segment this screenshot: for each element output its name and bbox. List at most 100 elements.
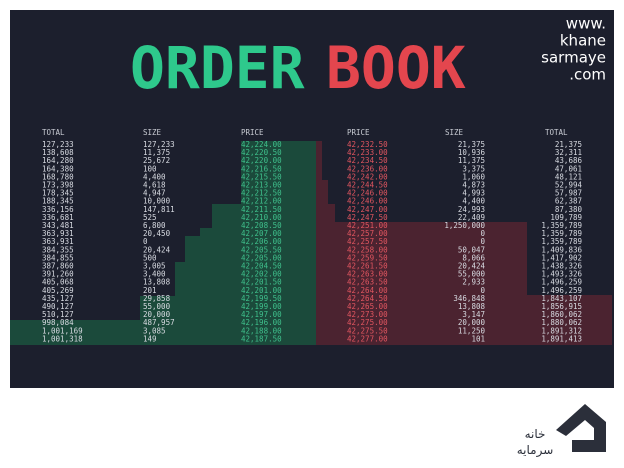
ask-cell: 1,438,326 (541, 262, 582, 271)
ask-cell: 21,375 (555, 140, 582, 149)
bid-cell: 42,201.00 (241, 286, 282, 295)
bid-cell: 42,220.50 (241, 148, 282, 157)
ask-cell: 42,275.00 (347, 318, 388, 327)
ask-cell: 1,409,836 (541, 245, 582, 254)
bid-cell: 4,618 (143, 181, 166, 190)
ask-cell: 0 (480, 286, 485, 295)
bid-cell: 188,345 (42, 197, 74, 206)
ask-cell: 8,066 (462, 253, 485, 262)
ask-cell: 42,236.00 (347, 164, 388, 173)
bid-cell: 42,213.00 (241, 181, 282, 190)
bid-cell: 3,005 (143, 262, 166, 271)
bid-cell: 178,345 (42, 189, 74, 198)
site-line: khane (560, 32, 606, 50)
bid-cell: 127,233 (42, 140, 74, 149)
ask-cell: 3,147 (462, 310, 485, 319)
bid-cell: 42,202.00 (241, 270, 282, 279)
bid-cell: 336,681 (42, 213, 74, 222)
ask-cell: 1,496,259 (541, 278, 582, 287)
bid-cell: 42,207.00 (241, 229, 282, 238)
bid-cell: 20,450 (143, 229, 171, 238)
bid-depth (10, 141, 316, 345)
ask-cell: 11,375 (458, 156, 485, 165)
ask-cell: 42,246.00 (347, 189, 388, 198)
bid-cell: 998,084 (42, 318, 74, 327)
ask-cell: 42,263.50 (347, 278, 388, 287)
bid-cell: 138,608 (42, 148, 74, 157)
bid-cell: 10,000 (143, 197, 171, 206)
ask-cell: 4,993 (462, 189, 485, 198)
ask-depth (316, 141, 612, 345)
bid-cell: 387,860 (42, 262, 74, 271)
ask-cell: 1,250,000 (444, 221, 485, 230)
bid-cell: 20,000 (143, 310, 171, 319)
ask-cell: 1,496,259 (541, 286, 582, 295)
site-line: sarmaye (541, 49, 606, 67)
ask-cell: 47,061 (555, 164, 582, 173)
ask-cell: 109,789 (550, 213, 582, 222)
bid-cell: 42,199.50 (241, 294, 282, 303)
bid-cell: 164,280 (42, 156, 74, 165)
bid-cell: 1,001,169 (42, 326, 83, 335)
ask-cell: 42,277.00 (347, 334, 388, 343)
bid-cell: 510,127 (42, 310, 74, 319)
bid-cell: 6,800 (143, 221, 166, 230)
site-line: .com (569, 66, 606, 84)
ask-cell: 42,246.00 (347, 197, 388, 206)
bid-cell: 42,205.50 (241, 245, 282, 254)
ask-cell: 42,264.00 (347, 286, 388, 295)
bid-cell: 42,201.50 (241, 278, 282, 287)
ask-cell: 42,247.00 (347, 205, 388, 214)
bid-cell: 127,233 (143, 140, 175, 149)
ask-cell: 13,808 (458, 302, 486, 311)
bid-cell: 20,424 (143, 245, 171, 254)
bid-cell: 3,085 (143, 326, 166, 335)
bid-cell: 11,375 (143, 148, 170, 157)
ask-cell: 42,263.00 (347, 270, 388, 279)
ask-cell: 4,873 (462, 181, 485, 190)
ask-cell: 43,686 (555, 156, 583, 165)
ask-cell: 101 (471, 334, 485, 343)
bid-cell: 168,780 (42, 172, 74, 181)
column-header: SIZE (445, 128, 464, 137)
site-line: www. (566, 15, 606, 33)
ask-cell: 62,387 (555, 197, 582, 206)
ask-cell: 346,848 (453, 294, 485, 303)
ask-cell: 42,265.00 (347, 302, 388, 311)
bid-cell: 29,858 (143, 294, 171, 303)
bid-cell: 405,068 (42, 278, 74, 287)
ask-cell: 1,359,789 (541, 237, 582, 246)
logo-text: خانه (525, 427, 546, 441)
bid-cell: 42,187.50 (241, 334, 282, 343)
column-header: TOTAL (42, 128, 65, 137)
ask-cell: 42,242.00 (347, 172, 388, 181)
ask-cell: 48,121 (555, 172, 582, 181)
title-left: ORDER (130, 34, 305, 102)
bid-cell: 435,127 (42, 294, 74, 303)
ask-cell: 1,417,902 (541, 253, 582, 262)
bid-cell: 42,220.00 (241, 156, 282, 165)
ask-cell: 1,860,062 (541, 310, 582, 319)
ask-cell: 42,273.00 (347, 310, 388, 319)
ask-cell: 1,891,413 (541, 334, 582, 343)
ask-cell: 10,936 (458, 148, 486, 157)
ask-cell: 52,994 (555, 181, 583, 190)
bid-cell: 384,855 (42, 253, 74, 262)
ask-cell: 22,409 (458, 213, 485, 222)
ask-cell: 11,250 (458, 326, 486, 335)
bid-cell: 42,197.00 (241, 310, 282, 319)
bid-cell: 42,196.00 (241, 318, 282, 327)
ask-cell: 42,247.50 (347, 213, 388, 222)
ask-cell: 0 (480, 229, 485, 238)
ask-cell: 1,880,062 (541, 318, 582, 327)
ask-cell: 3,375 (462, 164, 485, 173)
bid-cell: 55,000 (143, 302, 171, 311)
ask-cell: 42,251.00 (347, 221, 388, 230)
bid-cell: 42,215.50 (241, 172, 282, 181)
ask-cell: 0 (480, 237, 485, 246)
column-header: SIZE (143, 128, 162, 137)
ask-cell: 87,380 (555, 205, 583, 214)
title-right: BOOK (326, 34, 466, 102)
ask-cell: 42,257.50 (347, 237, 388, 246)
logo-icon (556, 404, 606, 452)
